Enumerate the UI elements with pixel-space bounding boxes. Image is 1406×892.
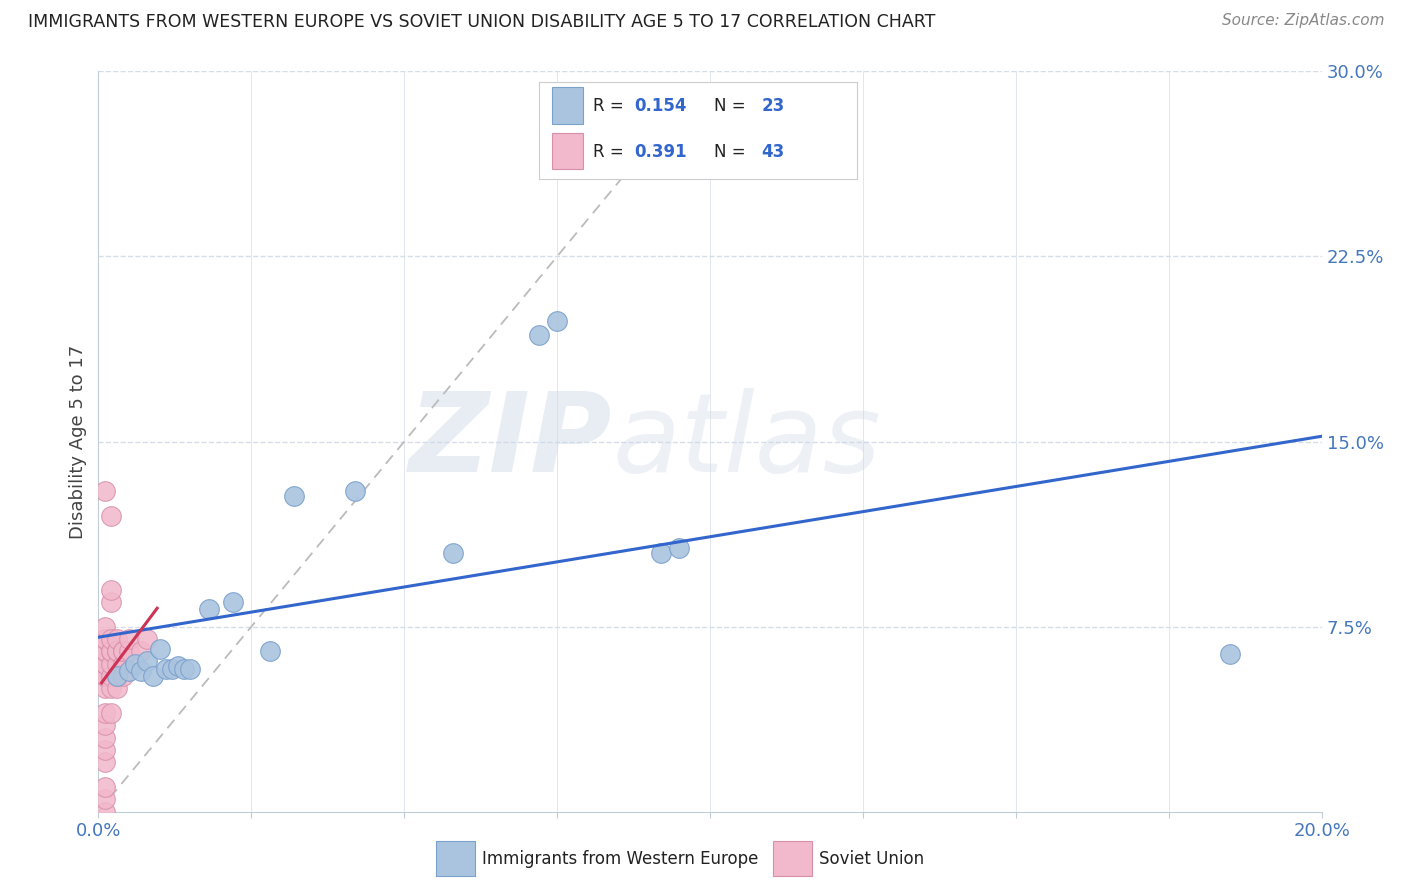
Point bbox=[93, 669, 115, 683]
Point bbox=[100, 595, 122, 609]
Point bbox=[93, 706, 115, 720]
Point bbox=[100, 644, 122, 658]
Point bbox=[118, 632, 141, 646]
Text: Source: ZipAtlas.com: Source: ZipAtlas.com bbox=[1222, 13, 1385, 29]
Point bbox=[136, 632, 159, 646]
Point bbox=[100, 706, 122, 720]
Point bbox=[105, 669, 128, 683]
Point bbox=[100, 508, 122, 523]
FancyBboxPatch shape bbox=[436, 841, 475, 876]
Point bbox=[105, 681, 128, 696]
Point bbox=[129, 664, 152, 678]
Point bbox=[142, 669, 165, 683]
Point bbox=[100, 644, 122, 658]
Text: Soviet Union: Soviet Union bbox=[818, 849, 924, 868]
Point bbox=[344, 483, 367, 498]
Point bbox=[105, 669, 128, 683]
Point bbox=[111, 669, 134, 683]
Point bbox=[136, 654, 159, 668]
Point bbox=[93, 669, 115, 683]
Point bbox=[93, 792, 115, 806]
Point bbox=[100, 681, 122, 696]
Point bbox=[111, 644, 134, 658]
Point bbox=[124, 657, 146, 671]
Point bbox=[100, 669, 122, 683]
Point bbox=[650, 546, 672, 560]
Point bbox=[441, 546, 464, 560]
Point bbox=[111, 644, 134, 658]
Point bbox=[93, 644, 115, 658]
Text: ZIP: ZIP bbox=[409, 388, 612, 495]
Text: atlas: atlas bbox=[612, 388, 880, 495]
Point bbox=[93, 657, 115, 671]
Point bbox=[259, 644, 281, 658]
Point bbox=[105, 644, 128, 658]
Point bbox=[1219, 647, 1241, 661]
Point bbox=[93, 619, 115, 633]
Point bbox=[197, 602, 219, 616]
Point bbox=[93, 657, 115, 671]
Point bbox=[546, 313, 568, 327]
Point bbox=[93, 483, 115, 498]
Point bbox=[118, 664, 141, 678]
Point bbox=[160, 662, 183, 676]
Text: Immigrants from Western Europe: Immigrants from Western Europe bbox=[481, 849, 758, 868]
Point bbox=[105, 644, 128, 658]
Point bbox=[93, 718, 115, 732]
Point bbox=[93, 780, 115, 794]
Point bbox=[93, 756, 115, 770]
Y-axis label: Disability Age 5 to 17: Disability Age 5 to 17 bbox=[69, 344, 87, 539]
Point bbox=[173, 662, 195, 676]
Point bbox=[93, 632, 115, 646]
Point bbox=[155, 662, 177, 676]
Point bbox=[111, 657, 134, 671]
Point bbox=[105, 657, 128, 671]
Point bbox=[93, 743, 115, 757]
Point bbox=[283, 489, 305, 503]
Point bbox=[668, 541, 690, 555]
Point bbox=[93, 644, 115, 658]
Point bbox=[105, 632, 128, 646]
Point bbox=[100, 582, 122, 597]
Point bbox=[149, 641, 172, 656]
Point bbox=[93, 731, 115, 745]
FancyBboxPatch shape bbox=[773, 841, 813, 876]
Point bbox=[129, 644, 152, 658]
Point bbox=[118, 644, 141, 658]
Point bbox=[179, 662, 201, 676]
Point bbox=[527, 328, 550, 343]
Point bbox=[222, 595, 245, 609]
Point bbox=[93, 681, 115, 696]
Text: IMMIGRANTS FROM WESTERN EUROPE VS SOVIET UNION DISABILITY AGE 5 TO 17 CORRELATIO: IMMIGRANTS FROM WESTERN EUROPE VS SOVIET… bbox=[28, 13, 935, 31]
Point bbox=[100, 632, 122, 646]
Point bbox=[93, 805, 115, 819]
Point bbox=[167, 659, 190, 673]
Point bbox=[100, 657, 122, 671]
Point bbox=[93, 632, 115, 646]
